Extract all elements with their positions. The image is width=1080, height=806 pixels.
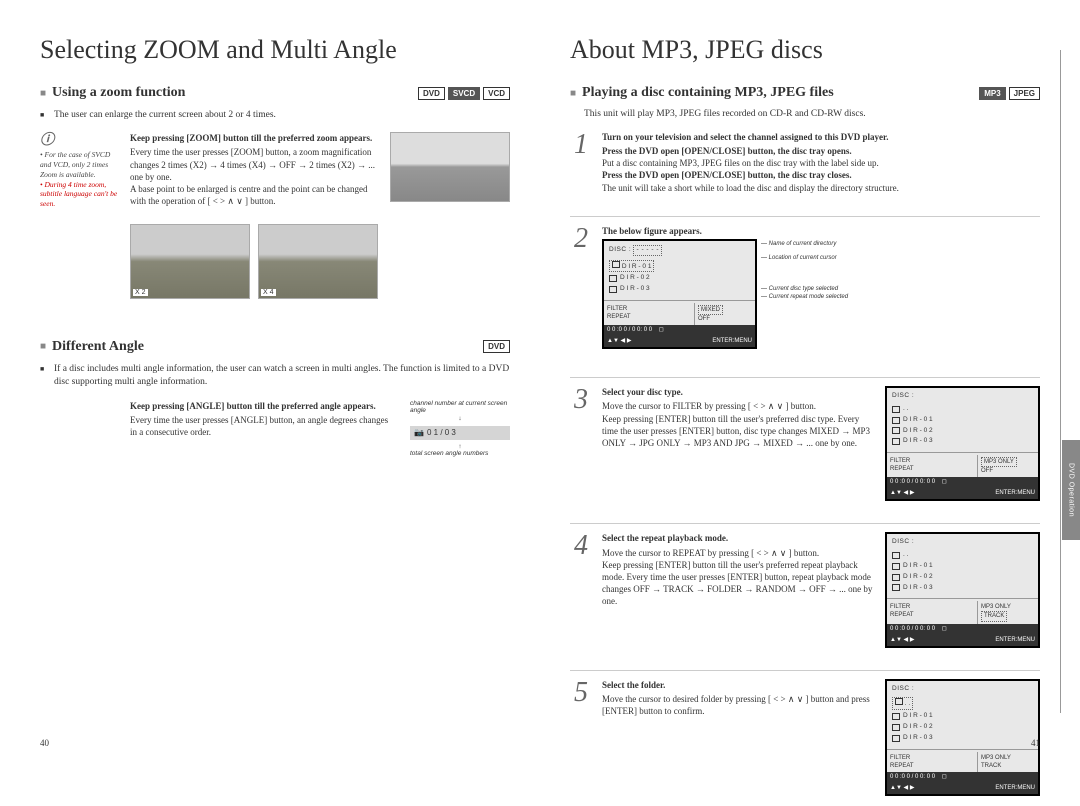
step-2-content: The below figure appears. DISC : - - - -… — [602, 225, 1040, 356]
page-number-right: 41 — [1031, 738, 1040, 748]
zoom-instructions: Keep pressing [ZOOM] button till the pre… — [130, 132, 378, 209]
page-title-left: Selecting ZOOM and Multi Angle — [40, 35, 510, 65]
section-angle-header: Different Angle DVD — [40, 339, 510, 355]
right-page: About MP3, JPEG discs Playing a disc con… — [540, 0, 1080, 763]
badge-mp3: MP3 — [979, 87, 1005, 100]
zoom-badges: DVD SVCD VCD — [418, 87, 510, 100]
badge-jpeg: JPEG — [1009, 87, 1040, 100]
page-number-left: 40 — [40, 738, 49, 748]
mp3-intro: This unit will play MP3, JPEG files reco… — [570, 109, 1040, 119]
diag-label-1: channel number at current screen angle — [410, 400, 510, 416]
diag-label-2: total screen angle numbers — [410, 450, 510, 458]
step-2: 2 The below figure appears. DISC : - - -… — [570, 225, 1040, 366]
step-3: 3 Select your disc type. Move the cursor… — [570, 386, 1040, 511]
step-1-content: Turn on your television and select the c… — [602, 131, 1040, 194]
zoom-inst-body: Every time the user presses [ZOOM] butto… — [130, 146, 378, 207]
landscape-image — [390, 132, 510, 202]
step-5-content: Select the folder. Move the cursor to de… — [602, 679, 1040, 796]
angle-badges: DVD — [483, 340, 510, 353]
section-zoom-header: Using a zoom function DVD SVCD VCD — [40, 85, 510, 101]
step-3-content: Select your disc type. Move the cursor t… — [602, 386, 1040, 501]
badge-dvd-2: DVD — [483, 340, 510, 353]
step-5-num: 5 — [570, 679, 592, 796]
angle-diagram: channel number at current screen angle ↓… — [410, 400, 510, 459]
angle-inst-bold: Keep pressing [ANGLE] button till the pr… — [130, 400, 395, 412]
section-angle-title: Different Angle — [40, 339, 144, 355]
step-3-num: 3 — [570, 386, 592, 501]
angle-content: Keep pressing [ANGLE] button till the pr… — [40, 400, 510, 459]
step-2-num: 2 — [570, 225, 592, 356]
note-svcd: • For the case of SVCD and VCD, only 2 t… — [40, 150, 118, 179]
note-subtitle: • During 4 time zoom, subtitle language … — [40, 180, 118, 209]
section-mp3-title: Playing a disc containing MP3, JPEG file… — [570, 85, 834, 101]
mp3-badges: MP3 JPEG — [979, 87, 1040, 100]
step-1-num: 1 — [570, 131, 592, 194]
zoom-thumbnails: X 2 X 4 — [130, 224, 510, 299]
page-title-right: About MP3, JPEG discs — [570, 35, 1040, 65]
zoom-notes: ⓘ • For the case of SVCD and VCD, only 2… — [40, 132, 118, 209]
side-divider — [1060, 50, 1061, 713]
angle-value-box: 📷 0 1 / 0 3 — [410, 426, 510, 440]
zoom-main-image — [390, 132, 510, 209]
badge-vcd: VCD — [483, 87, 510, 100]
disc-ui-step5: DISC : . . D I R - 0 1 D I R - 0 2 D I R… — [885, 679, 1040, 796]
angle-instructions: Keep pressing [ANGLE] button till the pr… — [130, 400, 395, 459]
step-4: 4 Select the repeat playback mode. Move … — [570, 532, 1040, 657]
angle-intro: If a disc includes multi angle informati… — [40, 363, 510, 390]
zoom-thumb-x2: X 2 — [130, 224, 250, 299]
zoom-inst-bold: Keep pressing [ZOOM] button till the pre… — [130, 132, 378, 144]
step-1: 1 Turn on your television and select the… — [570, 131, 1040, 204]
zoom-intro: The user can enlarge the current screen … — [40, 109, 510, 122]
section-zoom-title: Using a zoom function — [40, 85, 185, 101]
badge-dvd: DVD — [418, 87, 445, 100]
disc-ui-step3: DISC : . . D I R - 0 1 D I R - 0 2 D I R… — [885, 386, 1040, 501]
section-mp3-header: Playing a disc containing MP3, JPEG file… — [570, 85, 1040, 101]
badge-svcd: SVCD — [448, 87, 480, 100]
disc-ui-step4: DISC : . . D I R - 0 1 D I R - 0 2 D I R… — [885, 532, 1040, 647]
step-5: 5 Select the folder. Move the cursor to … — [570, 679, 1040, 806]
side-tab: DVD Operation — [1062, 440, 1080, 540]
disc-ui-step2: DISC : - - - - - D I R - 0 1 D I R - 0 2… — [602, 239, 757, 349]
zoom-content: ⓘ • For the case of SVCD and VCD, only 2… — [40, 132, 510, 209]
step-4-num: 4 — [570, 532, 592, 647]
disc-annotations: — Name of current directory — Location o… — [757, 239, 848, 349]
left-page: Selecting ZOOM and Multi Angle Using a z… — [0, 0, 540, 763]
zoom-thumb-x4: X 4 — [258, 224, 378, 299]
info-icon: ⓘ — [40, 132, 118, 150]
step-4-content: Select the repeat playback mode. Move th… — [602, 532, 1040, 647]
angle-inst-body: Every time the user presses [ANGLE] butt… — [130, 414, 395, 438]
